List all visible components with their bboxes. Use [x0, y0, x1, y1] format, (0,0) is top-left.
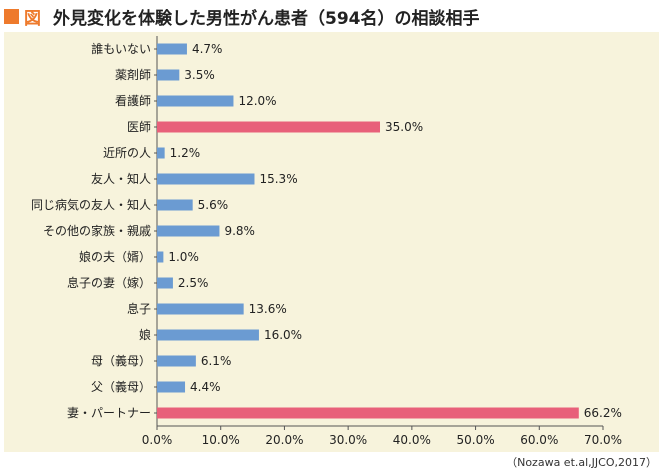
x-tick-label: 70.0% [584, 433, 622, 447]
category-label: 看護師 [115, 93, 151, 108]
category-label: 父（義母） [91, 379, 151, 394]
x-tick-label: 20.0% [265, 433, 303, 447]
bar-chart: 0.0% 10.0% 20.0% 30.0% 40.0% 50.0% 60.0% 70.0% 誰… [31, 36, 622, 447]
category-label: 同じ病気の友人・知人 [31, 197, 151, 212]
category-label: 娘 [139, 327, 151, 342]
bar [157, 329, 259, 341]
bar [157, 147, 165, 159]
x-tick-label: 0.0% [142, 433, 173, 447]
bar [157, 355, 196, 367]
bar [157, 381, 186, 393]
bar [157, 303, 244, 315]
category-label: 友人・知人 [91, 172, 151, 186]
chart-panel: 0.0% 10.0% 20.0% 30.0% 40.0% 50.0% 60.0% 70.0% 誰… [4, 32, 659, 452]
data-label: 1.2% [170, 146, 201, 160]
figure-label: 図 [24, 8, 41, 29]
bar [157, 199, 193, 211]
category-label: 娘の夫（婿） [79, 249, 151, 264]
data-label: 4.4% [190, 380, 221, 394]
data-label: 3.5% [184, 68, 215, 82]
x-tick-label: 30.0% [329, 433, 367, 447]
data-label: 13.6% [249, 302, 287, 316]
x-tick-label: 60.0% [520, 433, 558, 447]
data-label: 66.2% [584, 406, 622, 420]
data-label: 35.0% [385, 120, 423, 134]
source-citation: （Nozawa et.al,JJCO,2017） [506, 456, 657, 469]
bar [157, 407, 579, 419]
bar [157, 69, 180, 81]
x-tick-label: 10.0% [202, 433, 240, 447]
data-label: 1.0% [168, 250, 199, 264]
x-tick-label: 50.0% [457, 433, 495, 447]
bar [157, 173, 255, 185]
category-label: 妻・パートナー [67, 406, 151, 420]
bar [157, 43, 187, 55]
x-tick-label: 40.0% [393, 433, 431, 447]
data-label: 2.5% [178, 276, 209, 290]
category-label: 近所の人 [103, 146, 151, 160]
data-label: 6.1% [201, 354, 232, 368]
category-label: その他の家族・親戚 [43, 223, 151, 238]
category-label: 母（義母） [91, 353, 151, 368]
bar [157, 277, 173, 289]
orange-square-marker [4, 8, 19, 24]
figure-header: 図 外見変化を体験した男性がん患者（594名）の相談相手 [4, 2, 480, 30]
category-label: 息子の妻（嫁） [67, 275, 151, 290]
bar [157, 121, 380, 133]
category-label: 薬剤師 [115, 67, 151, 82]
data-label: 15.3% [259, 172, 297, 186]
data-label: 9.8% [224, 224, 255, 238]
data-label: 5.6% [198, 198, 229, 212]
category-label: 医師 [127, 120, 151, 134]
data-label: 4.7% [192, 42, 223, 56]
chart-title: 外見変化を体験した男性がん患者（594名）の相談相手 [53, 8, 480, 29]
category-label: 誰もいない [91, 41, 151, 56]
bar [157, 95, 234, 107]
category-label: 息子 [127, 301, 151, 316]
data-label: 12.0% [238, 94, 276, 108]
bar [157, 225, 220, 237]
bar [157, 251, 164, 263]
data-label: 16.0% [264, 328, 302, 342]
